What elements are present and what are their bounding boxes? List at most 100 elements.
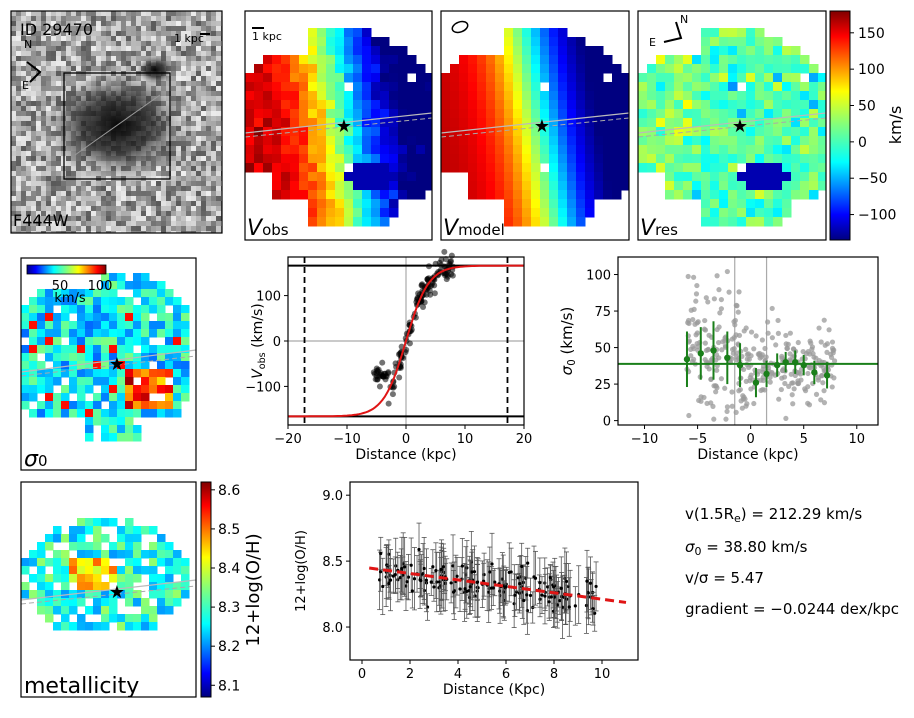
vmodel-map-pixels [441,28,629,227]
sigma-pixel [21,369,30,378]
map-pixel [353,109,363,119]
image-pixel [131,11,136,16]
metallicity-pixel [45,558,54,567]
image-pixel [216,31,221,36]
map-pixel [504,145,514,155]
map-pixel [389,118,399,128]
image-pixel [21,136,26,141]
image-pixel [156,206,161,211]
image-pixel [66,56,71,61]
sigma-pixel [21,401,30,410]
image-pixel [191,51,196,56]
image-pixel [141,211,146,216]
met-data-point [525,608,530,613]
image-pixel [56,216,61,221]
image-pixel [76,181,81,186]
image-pixel [36,161,41,166]
map-pixel [647,136,657,146]
map-pixel [692,100,702,110]
sigma-data-point [733,332,739,338]
map-pixel [299,109,309,119]
image-pixel [191,221,196,226]
map-pixel [800,145,810,155]
sigma-pixel [101,337,110,346]
metallicity-pixel [125,622,134,631]
map-pixel [647,73,657,83]
map-pixel [773,208,783,218]
sigma-pixel [117,361,126,370]
image-pixel [191,201,196,206]
map-pixel [782,163,792,173]
image-pixel [51,81,56,86]
image-pixel [191,166,196,171]
map-pixel [567,136,577,146]
sigma-pixel [85,377,94,386]
image-pixel [11,71,16,76]
metallicity-pixel [61,606,70,615]
sigma-pixel [37,297,46,306]
image-pixel [191,156,196,161]
map-pixel [773,145,783,155]
image-pixel [91,51,96,56]
map-pixel [683,154,693,164]
map-pixel [371,136,381,146]
map-pixel [371,55,381,65]
image-pixel [11,226,16,231]
map-pixel [558,181,568,191]
image-pixel [66,81,71,86]
image-pixel [96,46,101,51]
image-pixel [31,151,36,156]
image-pixel [26,146,31,151]
rc-data-point [385,400,392,407]
sigma-pixel [61,321,70,330]
map-pixel [701,82,711,92]
map-pixel [290,172,300,182]
image-pixel [196,76,201,81]
map-pixel [791,82,801,92]
met-data-point [465,589,469,593]
velocity-colorbar-label: km/s [886,106,905,145]
image-pixel [11,96,16,101]
map-pixel [416,145,426,155]
image-pixel [11,11,16,16]
image-pixel [191,141,196,146]
image-pixel [211,161,216,166]
map-pixel [558,172,568,182]
image-pixel [181,76,186,81]
image-pixel [176,41,181,46]
image-pixel [61,46,66,51]
map-pixel [459,64,469,74]
map-pixel [594,172,604,182]
image-pixel [206,216,211,221]
map-pixel [254,145,264,155]
sigma-data-point [829,384,835,390]
image-pixel [211,211,216,216]
metallicity-pixel [165,582,174,591]
map-pixel [692,127,702,137]
image-pixel [201,136,206,141]
map-pixel [371,190,381,200]
sigma-pixel [109,409,118,418]
image-pixel [151,36,156,41]
map-pixel [710,55,720,65]
image-pixel [201,56,206,61]
image-pixel [216,16,221,21]
map-pixel [710,154,720,164]
map-pixel [809,136,819,146]
map-pixel [308,100,318,110]
map-pixel [576,217,586,227]
metallicity-pixel [77,622,86,631]
image-pixel [196,136,201,141]
sigma-pixel [157,321,166,330]
map-pixel [513,55,523,65]
map-pixel [755,37,765,47]
image-pixel [36,136,41,141]
image-pixel [26,91,31,96]
map-pixel [416,190,426,200]
image-pixel [211,156,216,161]
metallicity-pixel [109,542,118,551]
rc-data-point [376,383,383,390]
map-pixel [416,64,426,74]
sigma-pixel [101,425,110,434]
sigma-pixel [21,353,30,362]
